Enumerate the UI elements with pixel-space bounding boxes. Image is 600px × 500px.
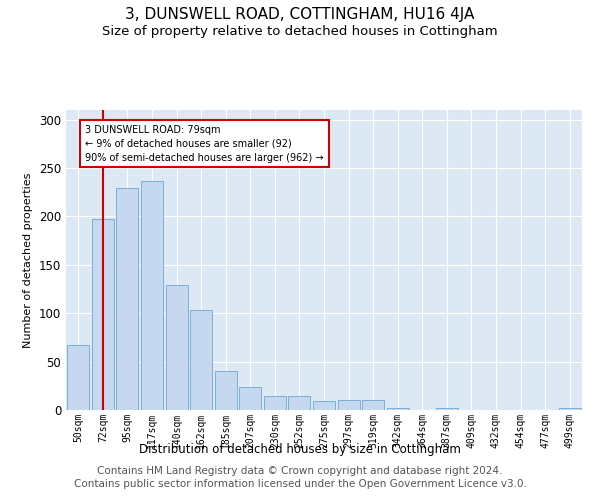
Bar [362,400,384,410]
Text: Contains HM Land Registry data © Crown copyright and database right 2024.: Contains HM Land Registry data © Crown c… [97,466,503,476]
Text: Size of property relative to detached houses in Cottingham: Size of property relative to detached ho… [102,25,498,38]
Text: Contains public sector information licensed under the Open Government Licence v3: Contains public sector information licen… [74,479,526,489]
Bar [386,408,409,410]
Bar [141,180,163,410]
Bar [67,345,89,410]
Bar [166,285,188,410]
Bar [239,387,262,410]
Bar [264,396,286,410]
Bar [190,310,212,410]
Bar [92,220,114,410]
Bar [338,400,359,410]
Y-axis label: Number of detached properties: Number of detached properties [23,172,34,348]
Bar [313,402,335,410]
Bar [559,408,581,410]
Bar [215,372,237,410]
Text: 3 DUNSWELL ROAD: 79sqm
← 9% of detached houses are smaller (92)
90% of semi-deta: 3 DUNSWELL ROAD: 79sqm ← 9% of detached … [85,124,323,162]
Text: Distribution of detached houses by size in Cottingham: Distribution of detached houses by size … [139,442,461,456]
Bar [436,408,458,410]
Text: 3, DUNSWELL ROAD, COTTINGHAM, HU16 4JA: 3, DUNSWELL ROAD, COTTINGHAM, HU16 4JA [125,8,475,22]
Bar [116,188,139,410]
Bar [289,396,310,410]
